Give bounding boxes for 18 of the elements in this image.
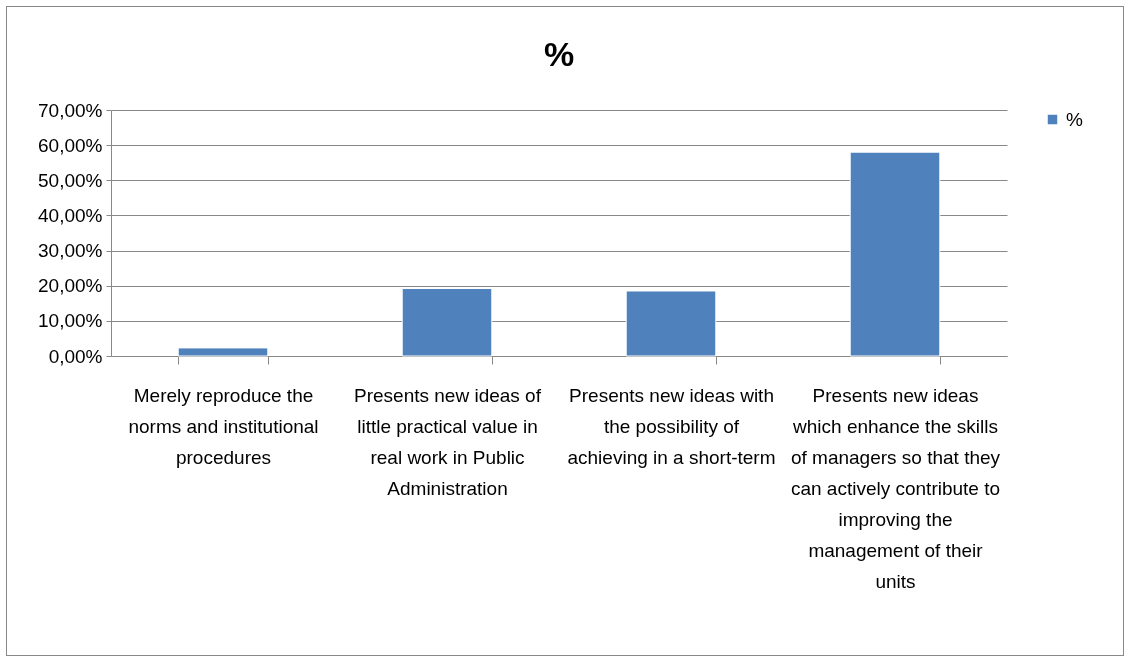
y-tick-label: 40,00% (38, 204, 103, 226)
x-tick-label: Presents new ideas which enhance the skills of managers so that they can actively contribute to improving the management of their units (790, 384, 1001, 592)
bar (625, 290, 717, 357)
bar (849, 151, 941, 357)
y-tick-label: 10,00% (38, 310, 103, 332)
x-tick-label: Presents new ideas of little practical value in real work in Public Administration (354, 384, 542, 499)
y-tick-label: 30,00% (38, 240, 103, 262)
y-tick-label: 0,00% (48, 345, 103, 367)
x-tick-label: Presents new ideas with the possibility of achieving in a short-term (567, 384, 776, 468)
legend-label: % (1066, 108, 1083, 130)
y-tick-label: 50,00% (38, 169, 103, 191)
bar (401, 288, 493, 357)
x-tick-label: Merely reproduce the norms and institutional procedures (128, 384, 319, 468)
y-tick-label: 60,00% (38, 134, 103, 156)
bar (177, 347, 269, 357)
chart-title: % (543, 35, 575, 73)
y-tick-label: 20,00% (38, 275, 103, 297)
y-tick-label: 70,00% (38, 99, 103, 121)
